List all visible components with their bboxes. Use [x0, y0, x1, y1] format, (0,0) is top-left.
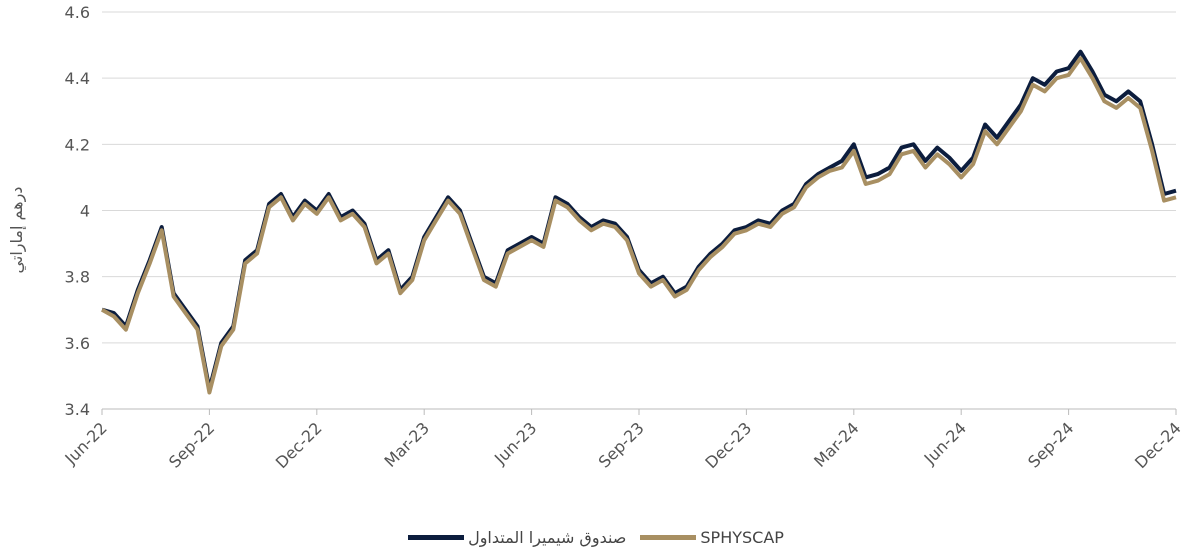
legend-label: صندوق شيميرا المتداول: [468, 528, 627, 547]
legend: صندوق شيميرا المتداول SPHYSCAP: [0, 528, 1192, 547]
x-tick-label: Dec-22: [272, 418, 326, 472]
y-tick-label: 4: [80, 202, 90, 221]
x-tick-label: Mar-24: [810, 418, 863, 471]
legend-swatch: [408, 535, 465, 540]
y-tick-label: 4.2: [65, 135, 90, 154]
y-tick-label: 3.6: [65, 334, 90, 353]
x-tick-label: Dec-24: [1131, 418, 1185, 472]
y-axis-label: درهم إماراتي: [7, 187, 27, 274]
y-tick-label: 3.8: [65, 268, 90, 287]
legend-item: صندوق شيميرا المتداول: [408, 528, 626, 547]
y-tick-label: 4.4: [65, 69, 90, 88]
y-tick-label: 4.6: [65, 3, 90, 22]
y-tick-label: 3.4: [65, 400, 90, 419]
x-tick-label: Dec-23: [701, 418, 755, 472]
x-tick-label: Sep-24: [1024, 418, 1077, 471]
legend-label: SPHYSCAP: [700, 528, 784, 547]
x-tick-label: Jun-22: [61, 418, 111, 468]
series-line: [101, 56, 1177, 395]
x-tick-label: Jun-23: [490, 418, 540, 468]
legend-swatch: [640, 535, 697, 540]
x-tick-label: Sep-22: [165, 418, 218, 471]
chart: درهم إماراتي 3.4 3.6 3.8 4 4.2 4.4 4.6 Jun-22 Se…: [7, 3, 1185, 472]
series-line: [101, 49, 1177, 392]
x-tick-label: Mar-23: [380, 418, 433, 471]
legend-item: SPHYSCAP: [640, 528, 784, 547]
x-tick-label: Jun-24: [920, 418, 970, 468]
x-tick-label: Sep-23: [595, 418, 648, 471]
